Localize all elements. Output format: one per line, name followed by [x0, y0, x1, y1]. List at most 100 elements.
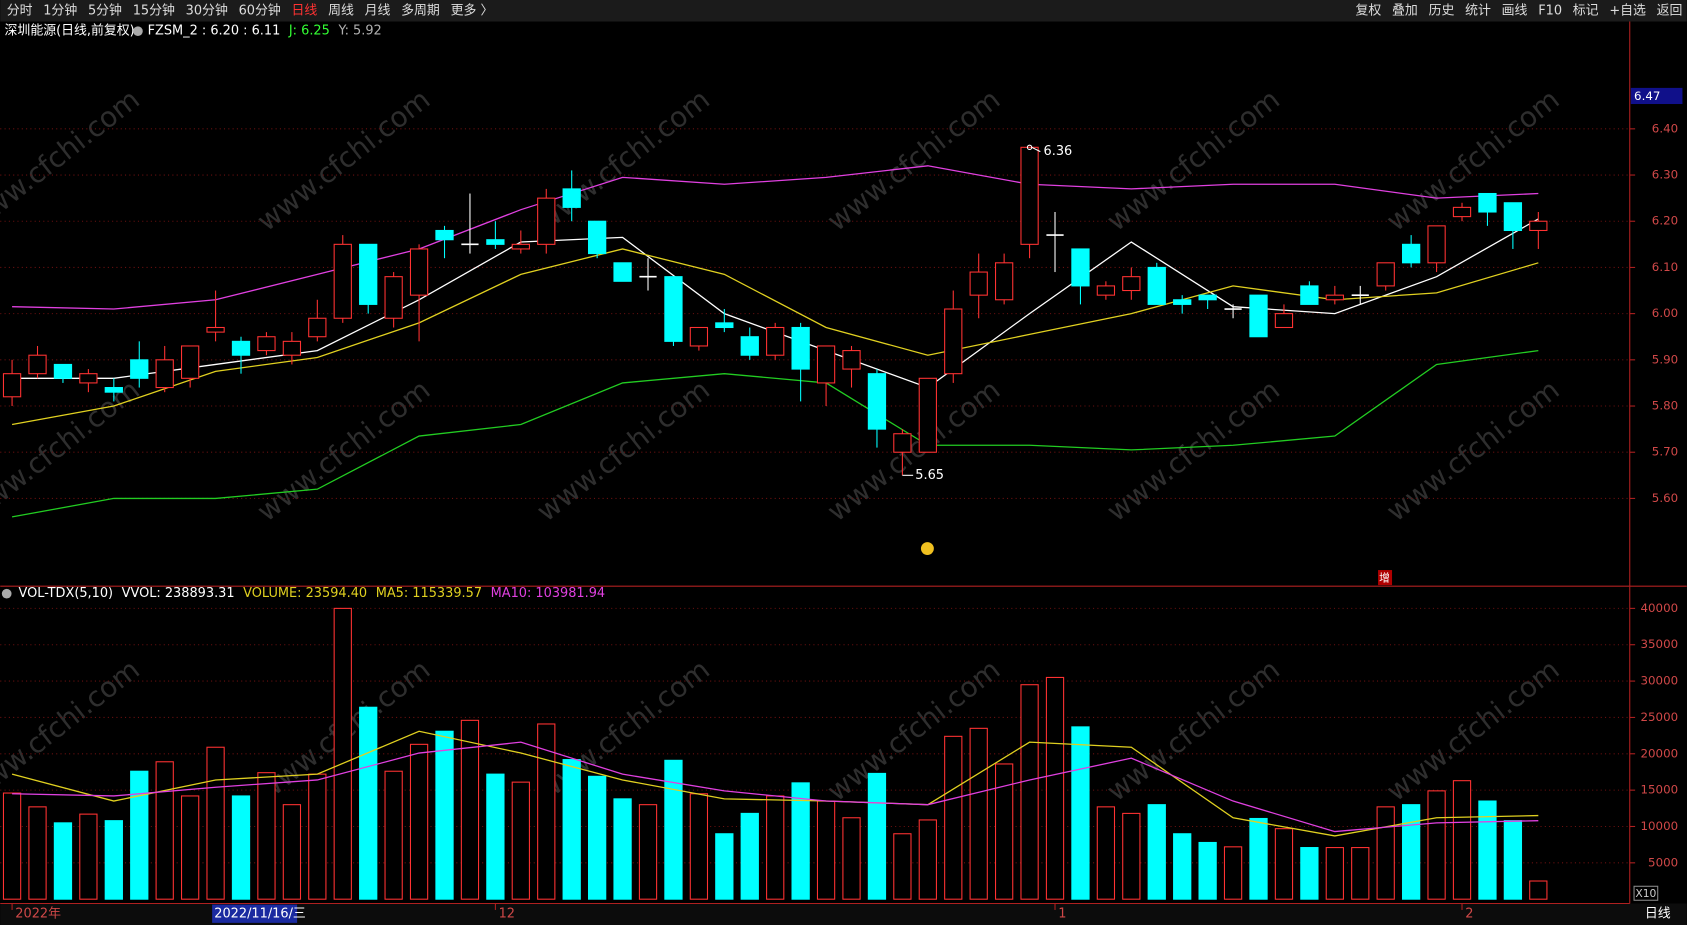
tool-button[interactable]: 画线 [1502, 3, 1528, 18]
y-tick-label: 6.10 [1652, 260, 1678, 274]
tool-button[interactable]: 标记 [1573, 3, 1599, 18]
candle-body [893, 433, 912, 453]
candle-body [53, 363, 73, 379]
volume-bar [740, 812, 759, 900]
y-tick-label: 5.60 [1652, 491, 1678, 505]
candle-body [333, 243, 352, 319]
tool-button[interactable]: +自选 [1609, 3, 1646, 18]
legend-item: VVOL: 238893.31 [122, 586, 235, 601]
candle-body [104, 387, 123, 393]
volume-bar [715, 833, 734, 900]
candle-body [28, 354, 47, 375]
y-tick-label: 6.30 [1652, 168, 1678, 182]
volume-bar [435, 730, 454, 900]
volume-bar [2, 792, 22, 900]
period-tab[interactable]: 多周期 [401, 3, 440, 18]
y-tick-label: 15000 [1641, 783, 1679, 797]
candle-body [1071, 248, 1090, 287]
volume-bar [1325, 847, 1344, 900]
candle-body [257, 336, 276, 352]
volume-bar [28, 806, 47, 900]
tool-button[interactable]: 复权 [1356, 2, 1382, 18]
candle-body [715, 322, 734, 329]
marker-text: 增 [1379, 572, 1390, 585]
y-tick-label: 35000 [1641, 637, 1679, 651]
tool-button[interactable]: F10 [1538, 3, 1562, 18]
candle-body [816, 345, 836, 384]
period-tab[interactable]: 1分钟 [43, 2, 77, 18]
volume-bar [282, 804, 302, 900]
indicator-line [12, 165, 1539, 310]
candle-body [867, 373, 887, 430]
volume-bar [944, 735, 963, 900]
volume-bar [969, 727, 988, 900]
volume-bar [587, 775, 607, 900]
legend-item: MA10: 103981.94 [491, 586, 606, 601]
volume-bar [180, 795, 200, 900]
indicator-menu-icon[interactable] [133, 26, 143, 37]
period-label[interactable]: 日线 [1645, 907, 1671, 922]
candle-body [1300, 285, 1319, 305]
candle-body [613, 262, 632, 282]
candle-body [766, 326, 785, 356]
candle-body [1325, 294, 1344, 301]
volume-bar [994, 763, 1014, 900]
indicator-menu-icon[interactable] [1, 588, 12, 599]
period-tab[interactable]: 周线 [328, 3, 354, 18]
marker-box [1378, 570, 1393, 586]
volume-bar [791, 782, 810, 900]
period-tab[interactable]: 60分钟 [239, 2, 281, 18]
period-tab[interactable]: 日线 [292, 3, 318, 18]
candle-body [969, 271, 988, 296]
volume-bar [1071, 726, 1090, 900]
tool-button[interactable]: 返回 [1657, 3, 1683, 18]
volume-bar [664, 759, 683, 900]
legend-item: Y: 5.92 [337, 24, 381, 39]
candle-body [1173, 299, 1192, 305]
period-tab[interactable]: 30分钟 [186, 2, 228, 18]
candle-body [1427, 225, 1446, 264]
candle-body [689, 326, 709, 347]
volume-bar [816, 800, 836, 900]
high-arrow [1031, 146, 1041, 153]
indicator-line [12, 741, 1539, 833]
volume-bar [1427, 790, 1446, 900]
volume-bar [1300, 847, 1319, 900]
volume-bar [308, 773, 327, 900]
tool-button[interactable]: 统计 [1465, 3, 1491, 18]
period-tab[interactable]: 月线 [365, 3, 391, 18]
volume-bar [79, 813, 98, 900]
cursor-date: 2022/11/16/三 [214, 907, 306, 922]
candle-body [486, 239, 505, 245]
candle-body [282, 340, 302, 356]
volume-bar [231, 795, 251, 900]
zoom-box [1633, 885, 1659, 901]
volume-bar [486, 773, 505, 900]
candle-body [1198, 294, 1217, 301]
candle-body [740, 336, 759, 356]
period-tab[interactable]: 5分钟 [88, 2, 122, 18]
legend-item: FZSM_2 : 6.20 : 6.11 [148, 24, 281, 39]
candle-body [231, 340, 251, 356]
volume-bar [155, 761, 174, 900]
volume-bar [460, 719, 480, 900]
period-tab[interactable]: 15分钟 [133, 2, 175, 18]
y-tick-label: 20000 [1641, 746, 1679, 760]
period-tab[interactable]: 更多 〉 [451, 3, 494, 18]
candle-body [1249, 294, 1268, 338]
low-label: 5.65 [915, 468, 944, 483]
volume-bar [1503, 820, 1523, 900]
candle-body [562, 188, 581, 208]
volume-bar [1173, 833, 1192, 900]
legend-item: MA5: 115339.57 [376, 586, 482, 601]
volume-bar [384, 770, 403, 900]
period-tab[interactable]: 分时 [7, 3, 33, 18]
x-axis-bar [0, 903, 1687, 925]
candle-body [842, 350, 861, 370]
smiley-icon [920, 542, 934, 555]
tool-button[interactable]: 历史 [1429, 3, 1455, 18]
tool-button[interactable]: 叠加 [1392, 3, 1418, 18]
candle-body [1096, 285, 1116, 296]
candle-body [435, 229, 454, 241]
